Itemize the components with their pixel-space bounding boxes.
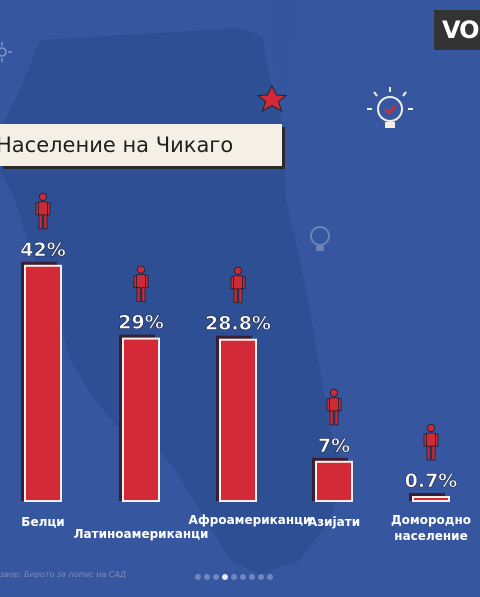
category-label: Латиноамериканци: [74, 527, 209, 541]
person-icon: [423, 424, 439, 461]
carousel-dot[interactable]: [213, 574, 219, 580]
bar: [122, 337, 160, 502]
person-icon: [230, 266, 246, 304]
chart-title-box: Население на Чикаго: [0, 124, 282, 166]
value-label: 42%: [20, 239, 65, 261]
lightbulb-check-icon: [367, 87, 413, 128]
bar: [24, 264, 62, 502]
bar: [412, 496, 450, 502]
value-label: 29%: [118, 312, 163, 334]
carousel-dot[interactable]: [195, 574, 201, 580]
category-label: Домородно: [391, 513, 471, 527]
voa-logo: VO: [434, 10, 480, 50]
carousel-dot[interactable]: [231, 574, 237, 580]
value-label: 0.7%: [405, 470, 458, 492]
carousel-dot[interactable]: [204, 574, 210, 580]
bar: [315, 460, 353, 502]
category-label: Азијати: [308, 515, 360, 529]
chart-title: Население на Чикаго: [0, 133, 234, 157]
person-icon: [326, 388, 342, 426]
person-icon: [133, 265, 149, 303]
carousel-dot[interactable]: [240, 574, 246, 580]
source-caption: Извор: Бирото за попис на САД: [0, 570, 127, 579]
bar: [219, 338, 257, 502]
category-label: население: [394, 529, 467, 543]
lake-michigan-shape: [268, 0, 300, 100]
person-icon: [35, 192, 51, 230]
faint-lightbulb-icon: [310, 226, 330, 251]
star-icon: [256, 84, 288, 113]
carousel-dot[interactable]: [258, 574, 264, 580]
category-label: Белци: [21, 515, 64, 529]
carousel-dot[interactable]: [222, 574, 228, 580]
category-label: Афроамериканци: [189, 513, 312, 527]
carousel-dot[interactable]: [249, 574, 255, 580]
carousel-dot[interactable]: [267, 574, 273, 580]
faint-sun-icon: [0, 42, 12, 62]
value-label: 28.8%: [205, 313, 271, 335]
value-label: 7%: [318, 435, 350, 457]
carousel-dots: [195, 574, 273, 580]
